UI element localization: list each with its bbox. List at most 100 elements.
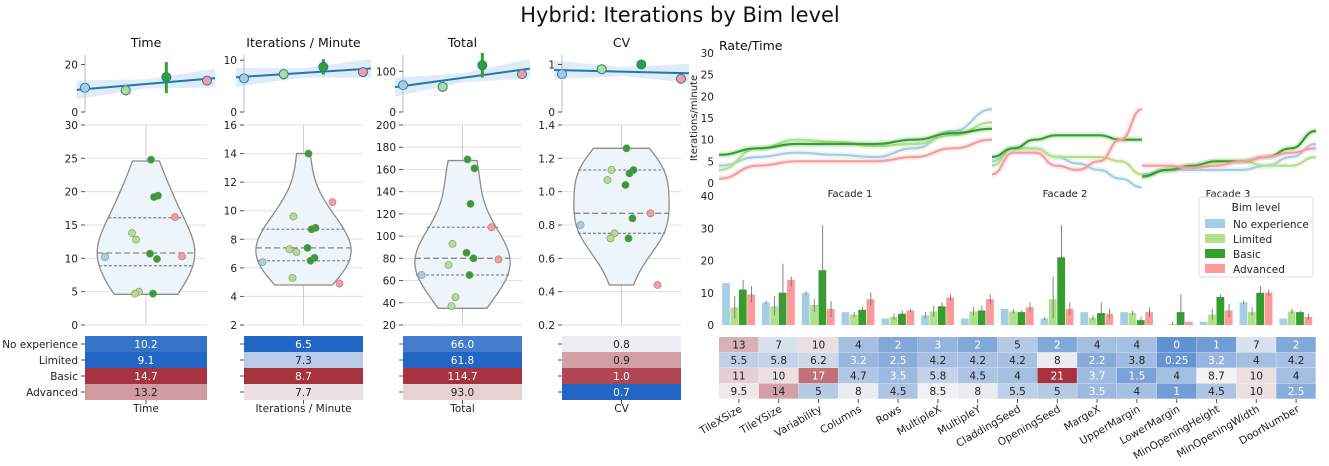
heatmap-cell	[403, 384, 522, 400]
y-tick-label: 6	[230, 263, 237, 275]
heatmap-value: 0.25	[1165, 355, 1188, 367]
heatmap-cell	[719, 352, 759, 368]
category-Columns	[841, 292, 875, 325]
data-point	[607, 166, 616, 174]
bar	[1216, 296, 1225, 325]
data-point	[304, 149, 313, 158]
panel-4: CV 0 1 0.2 0.4 0.6 0.8 1.0 1.2 1.4 0.8 0.9 1.0 0.7 CV	[538, 35, 689, 415]
bar	[1224, 310, 1233, 325]
heatmap-value: 10	[1250, 386, 1263, 398]
heatmap-cell	[1196, 352, 1237, 368]
heatmap-cell	[838, 383, 878, 399]
heatmap-value: 4	[1014, 371, 1021, 383]
heatmap-cell	[918, 368, 958, 384]
heatmap-x-label: TileXSize	[697, 403, 745, 437]
heatmap-x-label: Rows	[874, 403, 904, 427]
legend-box	[1198, 196, 1314, 278]
heatmap-x-label: Iterations / Minute	[255, 403, 351, 415]
heatmap-cell	[1077, 383, 1117, 399]
y-tick-label: 14	[224, 149, 238, 161]
heatmap-cell	[1037, 383, 1077, 399]
category-DoorNumber	[1279, 308, 1313, 325]
heatmap-value: 8.7	[295, 371, 312, 383]
panel-title: Total	[447, 35, 477, 50]
bar	[969, 311, 978, 325]
heatmap-cell	[562, 384, 681, 400]
bar	[1057, 257, 1066, 325]
data-point	[328, 198, 337, 207]
bar	[1088, 317, 1097, 325]
heatmap-value: 3.7	[1089, 371, 1106, 383]
heatmap-cell	[719, 383, 759, 399]
bar	[1287, 311, 1296, 325]
data-point	[576, 221, 585, 229]
bar	[1080, 312, 1089, 325]
heatmap-value: 4	[1134, 340, 1141, 352]
violin-shape	[414, 159, 511, 309]
bar	[722, 283, 730, 325]
heatmap-cell	[957, 368, 998, 384]
heatmap-value: 2	[1054, 340, 1061, 352]
heatmap-cell	[957, 383, 998, 399]
category-UpperMargin	[1120, 307, 1154, 325]
heatmap-value: 4	[1293, 371, 1300, 383]
rate-y-tick-label: 10	[701, 135, 714, 147]
rate-time-chart: Rate/Time Iterations/minute 0 5 10 15 20 25 30 Fa…	[689, 38, 1317, 200]
bar	[747, 294, 756, 325]
heatmap-value: 8	[855, 386, 862, 398]
violin-shape	[573, 147, 670, 286]
category-Variability	[801, 225, 835, 325]
y-tick-label: 40	[383, 298, 396, 310]
y-tick-label: 160	[376, 164, 396, 176]
y-tick-label: 140	[376, 187, 396, 199]
heatmap-value: 8	[974, 386, 981, 398]
bar	[1296, 312, 1304, 325]
heatmap-x-label: CV	[614, 403, 629, 415]
heatmap-value: 1.0	[613, 371, 630, 383]
y-tick-label: 120	[376, 209, 396, 221]
y-tick-label: 0	[71, 320, 78, 332]
y-tick-label: 10	[224, 206, 237, 218]
mean-point	[278, 69, 289, 80]
heatmap-value: 4.2	[1288, 355, 1305, 367]
rate-y-label: Iterations/minute	[689, 75, 700, 161]
data-point	[417, 271, 426, 279]
legend-label: Basic	[1233, 249, 1261, 261]
heatmap-cell	[1117, 383, 1157, 399]
panel-3: Total 0 100 20 40 60 80 100 120 140 160 180 200 66.0 6…	[376, 35, 531, 415]
heatmap-cell	[957, 337, 998, 353]
heatmap-cell	[1276, 337, 1316, 353]
heatmap-cell	[85, 384, 207, 400]
category-MargeX	[1080, 302, 1114, 325]
heatmap-cell	[1077, 368, 1117, 384]
data-point	[178, 252, 186, 261]
bar	[960, 318, 969, 325]
heatmap-value: 4.5	[969, 371, 986, 383]
bar	[1009, 311, 1017, 325]
heatmap-cell	[957, 352, 998, 368]
heatmap-value: 4.7	[850, 371, 867, 383]
heatmap-cell	[244, 352, 363, 368]
bar	[1017, 312, 1026, 325]
bar	[889, 316, 898, 325]
mean-point	[358, 67, 368, 78]
mean-point	[676, 73, 686, 84]
category-MultipleY	[960, 294, 994, 325]
rate-y-tick-label: 25	[701, 70, 714, 82]
heatmap-cell	[85, 336, 207, 352]
heatmap-value: 3.8	[1129, 355, 1146, 367]
heatmap-cell	[878, 368, 918, 384]
y-tick-label: 100	[376, 231, 396, 243]
trend-y-tick-label: 100	[376, 66, 396, 78]
data-point	[622, 144, 631, 153]
data-point	[285, 245, 294, 254]
legend-swatch	[1205, 249, 1225, 258]
heatmap-cell	[1156, 352, 1197, 368]
trend-y-tick-label: 1	[548, 60, 555, 72]
heatmap-value: 3.5	[1089, 386, 1106, 398]
rate-y-tick-label: 5	[707, 156, 714, 168]
heatmap-value: 6.2	[810, 355, 827, 367]
heatmap-value: 0	[1173, 340, 1180, 352]
heatmap-cell	[918, 352, 958, 368]
heatmap-cell	[758, 337, 799, 353]
